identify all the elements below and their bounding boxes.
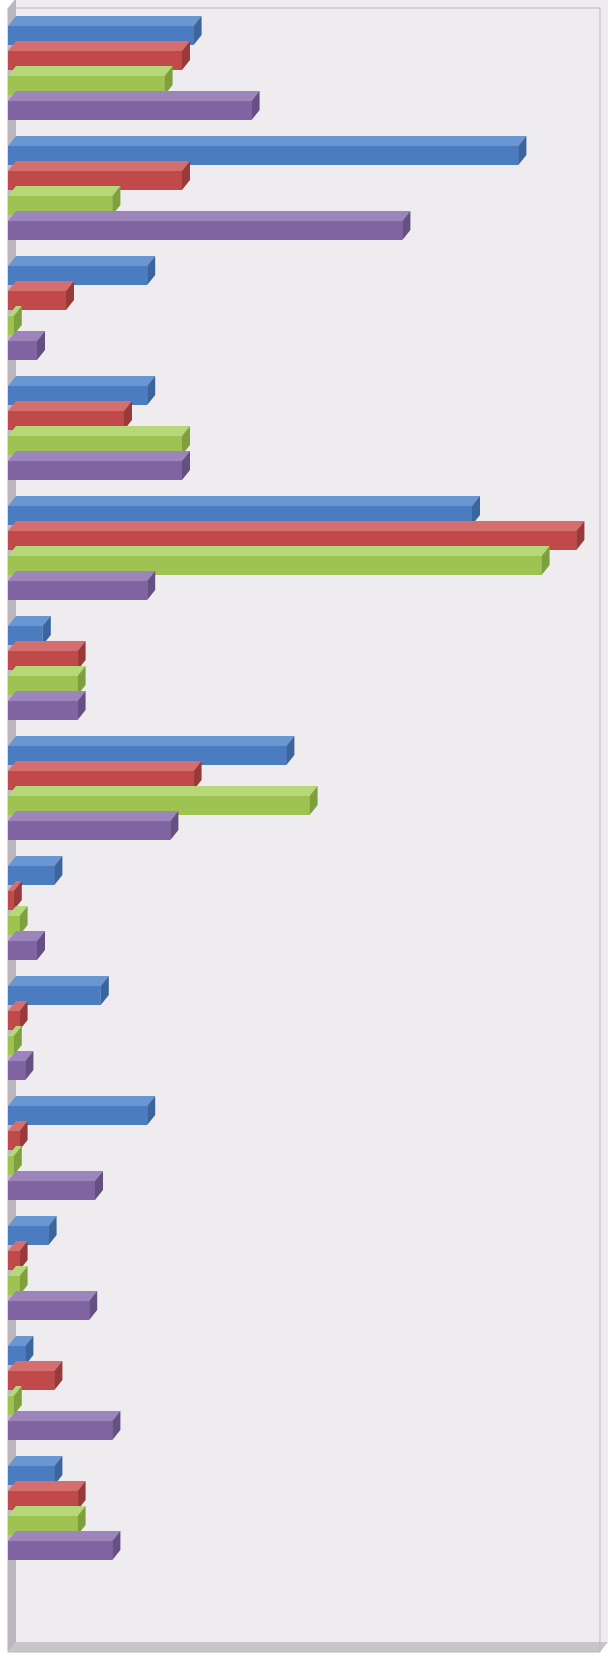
grouped-horizontal-bar-chart: [0, 0, 608, 1660]
chart-container: { "chart": { "type": "bar", "orientation…: [0, 0, 608, 1660]
